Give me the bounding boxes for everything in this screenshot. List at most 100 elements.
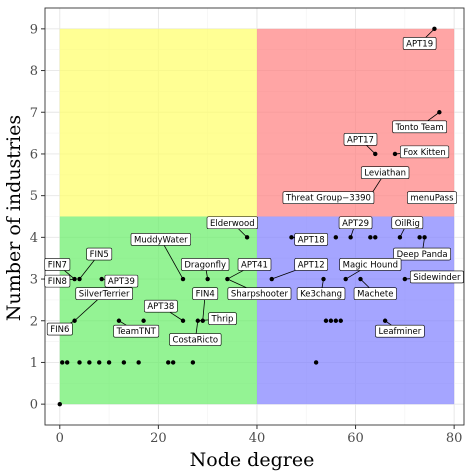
point-label-text: FIN5 xyxy=(90,250,109,260)
point-label-text: Sidewinder xyxy=(413,273,461,283)
point-label-text: Leafminer xyxy=(379,327,422,337)
plot-border xyxy=(44,7,465,426)
point-label-text: FIN6 xyxy=(50,325,69,335)
data-point xyxy=(166,360,171,365)
data-point xyxy=(333,318,339,323)
point-label-box xyxy=(375,324,425,338)
point-label-box xyxy=(104,274,139,288)
data-point xyxy=(60,360,65,365)
data-point xyxy=(97,360,102,365)
data-point xyxy=(321,276,326,282)
point-label-box xyxy=(391,216,424,230)
point-label-text: menuPass xyxy=(410,194,454,204)
data-point xyxy=(77,360,82,365)
data-point xyxy=(141,318,146,323)
point-label-box xyxy=(46,322,73,336)
data-point xyxy=(72,276,77,282)
data-point xyxy=(205,276,210,282)
point-label: APT29 xyxy=(338,216,373,230)
data-point xyxy=(373,235,378,240)
point-label-box xyxy=(402,37,437,50)
label-leader-line xyxy=(64,270,75,280)
point-label: Elderwood xyxy=(206,216,258,230)
y-tick-label: 1 xyxy=(30,356,38,371)
point-label: CostaRicto xyxy=(169,333,222,346)
data-point xyxy=(358,276,363,282)
point-label-text: TeamTNT xyxy=(116,327,157,337)
point-label: Dragonfly xyxy=(181,258,230,271)
data-point xyxy=(180,318,186,323)
label-leader-line xyxy=(227,278,247,289)
point-label: APT19 xyxy=(402,37,437,50)
x-tick-label: 80 xyxy=(446,431,463,446)
data-point xyxy=(437,110,442,115)
point-label-text: APT39 xyxy=(108,277,135,287)
point-label-text: APT17 xyxy=(347,135,374,145)
data-point xyxy=(57,401,62,407)
point-label-text: Thrip xyxy=(211,315,234,325)
point-label-text: Elderwood xyxy=(210,219,255,229)
point-label-text: Magic Hound xyxy=(343,260,398,270)
point-label: APT41 xyxy=(237,258,272,271)
data-point xyxy=(244,235,250,240)
label-leader-line xyxy=(427,111,440,122)
data-point xyxy=(180,276,186,282)
label-leader-line xyxy=(345,270,361,280)
point-label-box xyxy=(294,233,328,246)
point-label-text: Ke3chang xyxy=(300,290,342,300)
point-label: APT39 xyxy=(104,274,139,288)
point-label: Sidewinder xyxy=(409,270,464,284)
point-label-box xyxy=(130,233,191,246)
label-leader-line xyxy=(227,270,244,280)
y-tick-label: 7 xyxy=(30,106,38,121)
data-point xyxy=(190,360,196,365)
point-label-text: Machete xyxy=(357,290,393,300)
point-label-text: FIN4 xyxy=(196,290,215,300)
point-label-box xyxy=(407,191,457,205)
point-label: MuddyWater xyxy=(130,233,191,246)
data-point xyxy=(99,276,104,282)
point-label-text: APT38 xyxy=(147,302,174,312)
point-label: SilverTerrier xyxy=(75,287,133,300)
point-label-text: APT19 xyxy=(406,39,433,49)
point-label: APT17 xyxy=(343,133,378,146)
quadrant-region xyxy=(59,28,257,217)
data-point xyxy=(373,151,378,157)
point-label-text: SilverTerrier xyxy=(79,290,130,300)
point-label-box xyxy=(400,145,450,159)
data-point xyxy=(432,26,437,32)
data-point xyxy=(348,235,353,240)
point-labels: APT19 Tonto Team APT17 Fox Kitten Leviathan T… xyxy=(44,37,464,346)
point-label: Leviathan xyxy=(360,166,410,180)
y-tick-label: 0 xyxy=(30,398,38,413)
point-label: FIN7 xyxy=(44,258,71,271)
data-point xyxy=(136,360,141,365)
point-label-box xyxy=(206,216,258,230)
y-tick-label: 2 xyxy=(30,314,38,329)
point-label: APT18 xyxy=(294,233,328,246)
x-tick-label: 20 xyxy=(150,431,167,446)
label-leader-line xyxy=(163,245,184,280)
point-label-text: OilRig xyxy=(395,219,420,229)
point-label: OilRig xyxy=(391,216,424,230)
data-point xyxy=(343,276,348,282)
point-label-text: Deep Panda xyxy=(397,250,448,260)
point-label-text: FIN8 xyxy=(48,277,67,287)
point-label: TeamTNT xyxy=(113,324,160,338)
point-label-box xyxy=(181,258,230,271)
point-label-box xyxy=(44,258,71,271)
x-tick-label: 0 xyxy=(56,431,64,446)
data-point xyxy=(323,318,329,323)
x-axis-title: Node degree xyxy=(190,449,315,471)
point-label: Leafminer xyxy=(375,324,425,338)
y-axis-title: Number of industries xyxy=(3,115,25,321)
point-label: Fox Kitten xyxy=(400,145,450,159)
point-label-text: Leviathan xyxy=(364,169,406,179)
point-label-box xyxy=(113,324,160,338)
point-label-box xyxy=(339,258,402,271)
point-label-box xyxy=(409,270,464,284)
data-point xyxy=(422,235,427,240)
point-label-text: APT41 xyxy=(241,260,268,270)
axes: 0 20 40 60 80 0 1 2 3 4 5 6 7 8 9 xyxy=(30,7,465,446)
data-point xyxy=(289,235,294,240)
